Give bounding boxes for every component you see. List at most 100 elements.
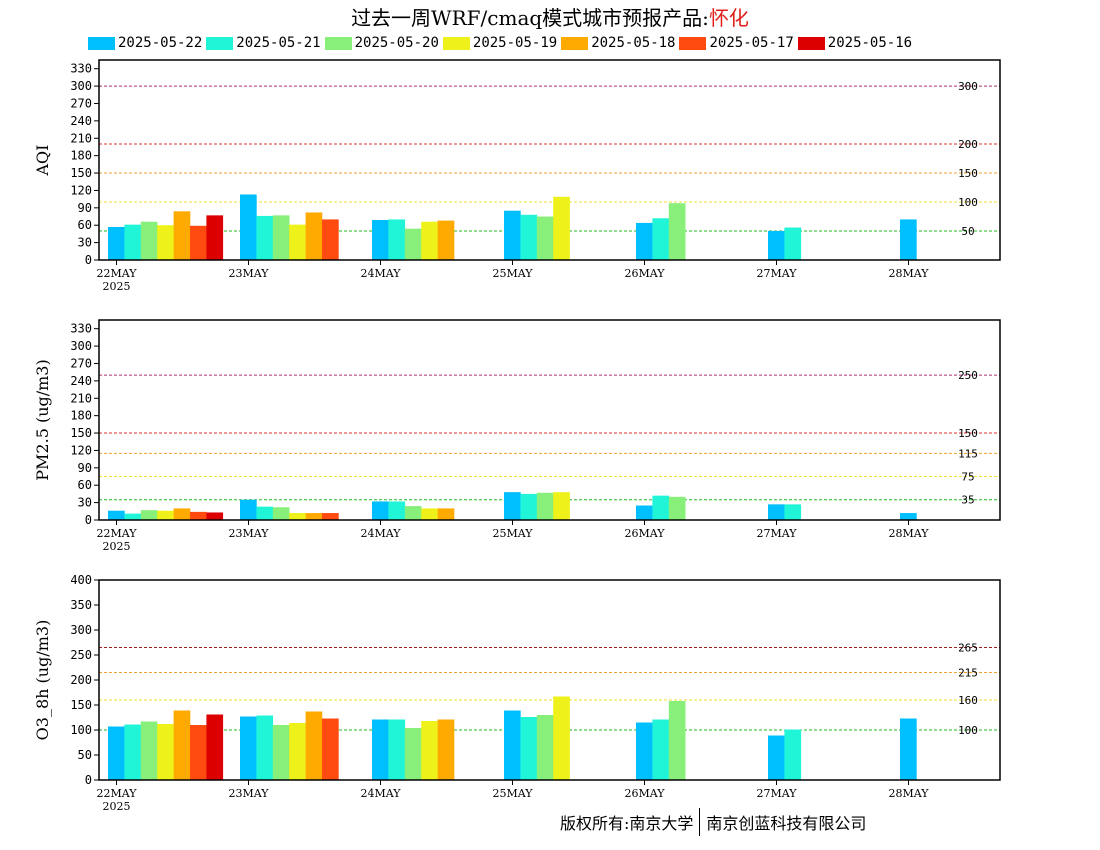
y-tick-label: 150	[70, 166, 92, 180]
footer-left: 版权所有:南京大学	[560, 814, 694, 833]
y-tick-label: 180	[70, 409, 92, 423]
bar	[900, 718, 917, 780]
bar	[173, 710, 191, 780]
title-city: 怀化	[708, 6, 749, 30]
legend-item: 2025-05-17	[679, 35, 794, 51]
threshold-label: 200	[958, 138, 978, 151]
y-tick-label: 0	[85, 513, 92, 527]
bar	[256, 715, 274, 780]
bar	[520, 493, 538, 520]
legend-item: 2025-05-16	[797, 35, 912, 51]
y-tick-label: 240	[70, 114, 92, 128]
bar	[206, 714, 224, 780]
y-tick-label: 150	[70, 426, 92, 440]
bar	[140, 510, 158, 520]
title-main: 过去一周WRF/cmaq模式城市预报产品:	[351, 6, 709, 30]
y-tick-label: 120	[70, 443, 92, 457]
x-tick-label: 28MAY	[888, 267, 929, 280]
x-year-label: 2025	[103, 800, 131, 813]
legend-label: 2025-05-21	[236, 35, 321, 51]
bar	[206, 512, 224, 520]
x-tick-label: 27MAY	[756, 267, 797, 280]
bar	[372, 220, 389, 260]
threshold-label: 75	[961, 471, 974, 484]
bar	[668, 203, 686, 260]
x-tick-label: 23MAY	[228, 267, 269, 280]
bar	[157, 225, 174, 260]
x-tick-label: 26MAY	[624, 267, 665, 280]
y-tick-label: 330	[70, 322, 92, 336]
x-tick-label: 25MAY	[492, 267, 533, 280]
threshold-label: 35	[961, 494, 974, 507]
bar	[553, 696, 570, 780]
legend-label: 2025-05-17	[709, 35, 794, 51]
legend-swatch	[206, 36, 234, 50]
bar	[668, 701, 686, 780]
y-tick-label: 60	[78, 218, 92, 232]
footer-right: 南京创蓝科技有限公司	[706, 814, 867, 833]
x-tick-label: 22MAY	[96, 787, 137, 800]
y-axis-label: AQI	[33, 145, 52, 177]
x-tick-label: 28MAY	[888, 527, 929, 540]
y-tick-label: 350	[70, 598, 92, 612]
y-tick-label: 300	[70, 79, 92, 93]
bar	[322, 513, 339, 520]
bar	[668, 496, 686, 520]
legend-item: 2025-05-19	[442, 35, 557, 51]
bar	[636, 222, 653, 260]
x-tick-label: 25MAY	[492, 527, 533, 540]
bar	[289, 513, 306, 520]
legend-label: 2025-05-18	[591, 35, 676, 51]
threshold-label: 100	[958, 724, 978, 737]
y-tick-label: 300	[70, 339, 92, 353]
bar	[108, 726, 125, 780]
bar	[520, 214, 538, 260]
y-axis-label: O3_8h (ug/m3)	[33, 620, 52, 741]
y-tick-label: 300	[70, 623, 92, 637]
bar	[322, 718, 339, 780]
bar	[421, 508, 438, 520]
bar	[240, 499, 257, 520]
threshold-label: 160	[958, 694, 978, 707]
x-tick-label: 23MAY	[228, 527, 269, 540]
y-tick-label: 90	[78, 461, 92, 475]
x-tick-label: 26MAY	[624, 527, 665, 540]
y-tick-label: 150	[70, 698, 92, 712]
bar	[173, 211, 191, 260]
bar	[124, 724, 142, 780]
bar	[784, 504, 802, 520]
y-tick-label: 210	[70, 131, 92, 145]
bar	[536, 715, 554, 780]
y-tick-label: 240	[70, 374, 92, 388]
bar	[322, 219, 339, 260]
x-tick-label: 27MAY	[756, 527, 797, 540]
bar	[124, 224, 142, 260]
bar	[173, 508, 191, 520]
bar	[504, 710, 521, 780]
y-tick-label: 330	[70, 62, 92, 76]
bar	[190, 511, 207, 520]
plot-frame	[98, 59, 1001, 261]
legend-item: 2025-05-20	[324, 35, 439, 51]
bar	[305, 212, 323, 260]
y-tick-label: 270	[70, 356, 92, 370]
y-tick-label: 50	[78, 748, 92, 762]
bar	[636, 722, 653, 780]
x-tick-label: 22MAY	[96, 527, 137, 540]
bar	[190, 225, 207, 260]
bar	[652, 218, 670, 260]
legend-swatch	[679, 36, 707, 50]
bar	[240, 194, 257, 260]
bar	[108, 510, 125, 520]
legend-swatch	[561, 36, 589, 50]
bar	[437, 220, 455, 260]
x-tick-label: 23MAY	[228, 787, 269, 800]
x-year-label: 2025	[103, 280, 131, 293]
x-tick-label: 24MAY	[360, 787, 401, 800]
threshold-label: 150	[958, 427, 978, 440]
legend-item: 2025-05-18	[561, 35, 675, 51]
threshold-label: 50	[961, 225, 974, 238]
bar	[553, 492, 570, 520]
y-tick-label: 30	[78, 496, 92, 510]
legend-swatch	[88, 36, 115, 50]
